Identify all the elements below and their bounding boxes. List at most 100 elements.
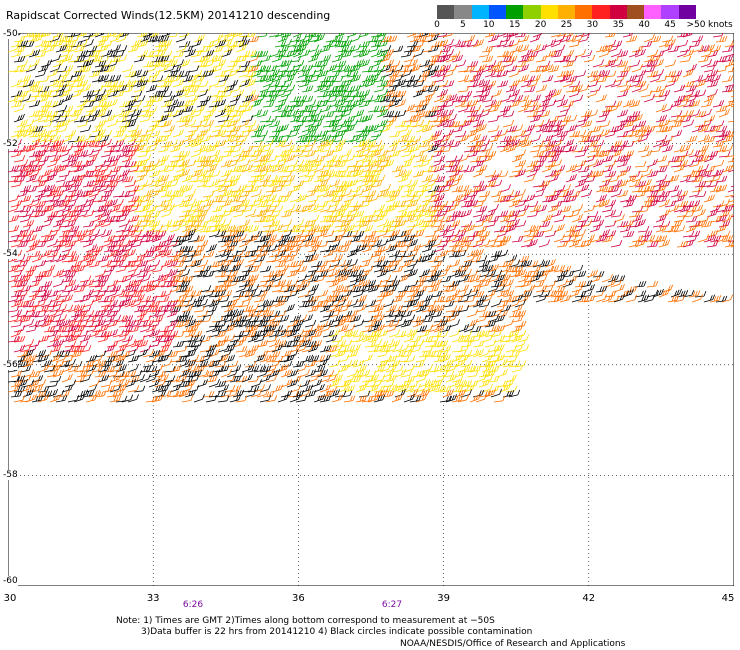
- wind-barb-icon: [214, 330, 227, 338]
- wind-barb-icon: [280, 340, 293, 348]
- wind-barb-icon: [316, 300, 329, 308]
- wind-barb-icon: [439, 385, 452, 393]
- wind-barb-icon: [253, 135, 266, 143]
- wind-barb-icon: [454, 59, 467, 68]
- wind-barb-icon: [328, 169, 341, 178]
- wind-barb-icon: [430, 290, 443, 298]
- wind-barb-icon: [616, 50, 629, 58]
- wind-barb-icon: [28, 310, 41, 318]
- wind-barb-icon: [622, 230, 635, 238]
- wind-barb-icon: [436, 319, 448, 328]
- wind-barb-icon: [241, 94, 254, 103]
- wind-barb-icon: [247, 303, 259, 313]
- wind-barb-icon: [562, 278, 574, 288]
- wind-barb-icon: [76, 389, 89, 398]
- wind-barb-icon: [454, 210, 467, 218]
- wind-barb-icon: [301, 135, 314, 143]
- wind-barb-icon: [421, 215, 434, 223]
- wind-barb-icon: [532, 33, 543, 38]
- wind-barb-icon: [724, 240, 734, 248]
- wind-barb-icon: [508, 38, 520, 48]
- wind-barb-icon: [637, 125, 650, 133]
- wind-barb-icon: [496, 69, 509, 78]
- wind-barb-icon: [157, 35, 170, 43]
- wind-barb-icon: [55, 174, 68, 183]
- wind-barb-icon: [391, 384, 403, 393]
- wind-barb-icon: [124, 98, 136, 108]
- wind-barb-icon: [616, 168, 628, 178]
- wind-barb-icon: [220, 199, 232, 208]
- wind-barb-icon: [214, 380, 227, 388]
- wind-barb-icon: [73, 264, 86, 273]
- wind-barb-icon: [259, 83, 271, 93]
- wind-barb-icon: [436, 229, 449, 238]
- wind-barb-icon: [445, 313, 457, 323]
- wind-barb-icon: [550, 168, 562, 178]
- wind-barb-icon: [235, 395, 248, 403]
- wind-barb-icon: [40, 289, 52, 298]
- wind-barbs: [8, 33, 734, 403]
- wind-barb-icon: [271, 185, 284, 193]
- wind-barb-icon: [184, 378, 196, 388]
- wind-barb-icon: [373, 95, 386, 103]
- wind-barb-icon: [265, 74, 277, 83]
- wind-barb-icon: [8, 264, 19, 273]
- wind-barb-icon: [259, 315, 272, 323]
- wind-barb-icon: [484, 170, 497, 178]
- wind-barb-icon: [196, 99, 209, 108]
- wind-barb-icon: [271, 163, 283, 173]
- wind-barb-icon: [199, 225, 212, 233]
- wind-barb-icon: [133, 84, 146, 93]
- wind-barb-icon: [8, 94, 20, 103]
- wind-barb-icon: [502, 278, 514, 288]
- wind-barb-icon: [304, 389, 317, 398]
- wind-barb-icon: [235, 345, 248, 353]
- wind-barb-icon: [514, 149, 527, 158]
- wind-barb-icon: [61, 183, 73, 193]
- wind-barb-icon: [202, 370, 215, 378]
- wind-barb-icon: [115, 54, 128, 63]
- wind-barb-icon: [241, 325, 254, 333]
- wind-barb-icon: [472, 79, 484, 88]
- wind-barb-icon: [541, 64, 553, 73]
- wind-barb-icon: [187, 384, 200, 393]
- wind-barb-icon: [118, 219, 130, 228]
- wind-barb-icon: [703, 135, 716, 143]
- wind-barb-icon: [370, 48, 382, 58]
- wind-barb-icon: [73, 134, 86, 143]
- longitude-label: 45: [721, 593, 735, 604]
- wind-barb-icon: [334, 208, 346, 218]
- wind-barb-icon: [481, 273, 493, 283]
- wind-barb-icon: [310, 370, 323, 378]
- wind-barb-icon: [427, 304, 440, 313]
- wind-barb-icon: [601, 235, 614, 243]
- wind-barb-icon: [331, 234, 344, 243]
- wind-barb-icon: [262, 138, 274, 148]
- wind-barb-icon: [619, 65, 632, 73]
- wind-barb-icon: [334, 89, 347, 98]
- wind-barb-icon: [298, 339, 310, 348]
- wind-barb-icon: [721, 45, 734, 53]
- wind-barb-icon: [394, 200, 407, 208]
- wind-barb-icon: [325, 373, 337, 383]
- wind-barb-icon: [331, 254, 344, 263]
- wind-barb-icon: [577, 165, 590, 173]
- wind-barb-icon: [376, 359, 389, 368]
- wind-barb-icon: [607, 43, 619, 53]
- wind-barb-icon: [556, 269, 569, 278]
- wind-barb-icon: [253, 384, 265, 393]
- wind-barb-icon: [88, 140, 101, 148]
- wind-barb-icon: [121, 145, 134, 153]
- wind-barb-icon: [349, 74, 361, 83]
- wind-barb-icon: [385, 234, 398, 243]
- wind-barb-icon: [328, 99, 341, 108]
- wind-barb-icon: [97, 334, 110, 343]
- wind-barb-icon: [673, 155, 686, 163]
- wind-barb-icon: [604, 170, 617, 178]
- wind-barb-icon: [565, 85, 578, 93]
- wind-barb-icon: [208, 178, 220, 188]
- wind-barb-icon: [130, 160, 143, 168]
- wind-barb-icon: [379, 155, 392, 163]
- wind-barb-icon: [610, 240, 623, 248]
- wind-barb-icon: [622, 140, 635, 148]
